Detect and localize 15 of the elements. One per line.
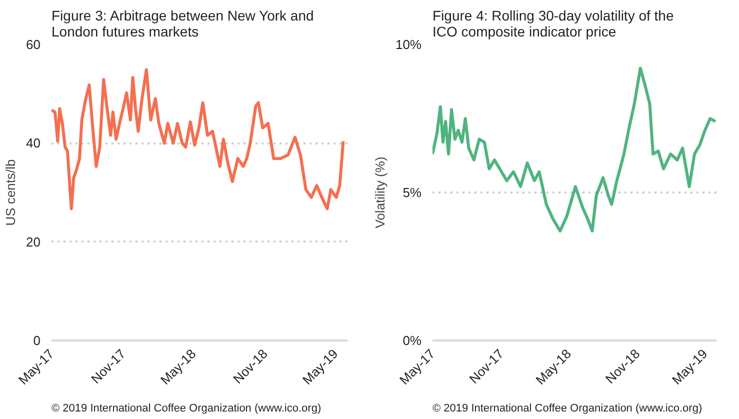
text: © 2019 International Coffee Organization (www.ico.org) (432, 402, 702, 414)
y-tick-label: 5% (402, 185, 422, 200)
y-axis-title: Volatility (%) (372, 156, 388, 228)
y-tick-label: 0 (33, 333, 41, 348)
line-series (432, 66, 716, 232)
chart-title: Figure 4: Rolling 30-day volatility of the ICO composite indicator price (432, 8, 674, 40)
chart-title: Figure 3: Arbitrage between New York and London futures markets (52, 8, 314, 40)
y-tick-label: 0% (402, 333, 422, 348)
y-tick-label: 60 (26, 37, 41, 52)
text: © 2019 International Coffee Organization (www.ico.org) (52, 402, 322, 414)
y-tick-label: 20 (26, 234, 41, 250)
y-tick-label: 40 (26, 136, 41, 151)
line-series (52, 68, 345, 210)
y-axis-title: US cents/lb (3, 159, 18, 226)
y-tick-label: 10% (395, 37, 422, 52)
